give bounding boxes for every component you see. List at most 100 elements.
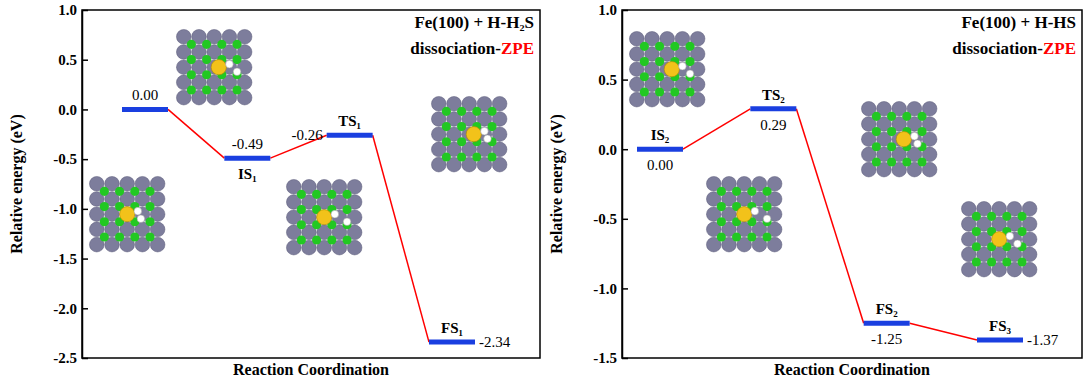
interstitial-atom bbox=[297, 235, 306, 244]
interstitial-atom bbox=[685, 42, 694, 51]
insets bbox=[629, 31, 1036, 276]
data-label: -0.26 bbox=[291, 127, 323, 143]
sulfur-atom bbox=[466, 127, 481, 142]
interstitial-atom bbox=[655, 57, 664, 66]
subtitle-part: dissociation- bbox=[952, 39, 1043, 58]
interstitial-atom bbox=[655, 42, 664, 51]
interstitial-atom bbox=[872, 112, 881, 121]
y-tick-label: -1.5 bbox=[53, 251, 77, 267]
hydrogen-atom bbox=[911, 132, 919, 140]
interstitial-atom bbox=[115, 187, 124, 196]
interstitial-atom bbox=[457, 122, 466, 131]
interstitial-atom bbox=[442, 107, 451, 116]
y-tick-mark bbox=[622, 79, 628, 81]
interstitial-atom bbox=[987, 257, 996, 266]
fe-atom bbox=[992, 232, 1007, 247]
y-tick-label: -2.5 bbox=[53, 350, 77, 366]
hydrogen-atom bbox=[686, 70, 694, 78]
hydrogen-atom bbox=[914, 140, 922, 148]
fe-atom bbox=[737, 207, 752, 222]
interstitial-atom bbox=[972, 257, 981, 266]
interstitial-atom bbox=[442, 122, 451, 131]
interstitial-atom bbox=[297, 220, 306, 229]
structure-inset bbox=[961, 201, 1036, 276]
interstitial-atom bbox=[342, 235, 351, 244]
sulfur-atom bbox=[737, 207, 752, 222]
marks bbox=[122, 109, 475, 342]
y-tick-mark bbox=[82, 209, 88, 211]
interstitial-atom bbox=[917, 127, 926, 136]
interstitial-atom bbox=[670, 87, 679, 96]
data-label: -1.25 bbox=[871, 331, 902, 347]
interstitial-atom bbox=[342, 190, 351, 199]
hydrogen-atom bbox=[751, 207, 759, 215]
interstitial-atom bbox=[487, 122, 496, 131]
state-label: TS₂ bbox=[762, 87, 785, 103]
y-tick-mark bbox=[82, 10, 88, 12]
interstitial-atom bbox=[145, 187, 154, 196]
interstitial-atom bbox=[217, 85, 226, 94]
y-tick-mark bbox=[82, 358, 88, 360]
interstitial-atom bbox=[887, 142, 896, 151]
interstitial-atom bbox=[717, 187, 726, 196]
hydrogen-atom bbox=[481, 127, 489, 135]
interstitial-atom bbox=[100, 202, 109, 211]
hydrogen-atom bbox=[134, 207, 142, 215]
y-tick-label: 0.0 bbox=[598, 142, 617, 158]
interstitial-atom bbox=[327, 190, 336, 199]
interstitial-atom bbox=[115, 232, 124, 241]
interstitial-atom bbox=[762, 187, 771, 196]
chart-subtitle: dissociation-ZPE bbox=[410, 39, 534, 58]
y-tick: 0.5 bbox=[58, 52, 88, 68]
interstitial-atom bbox=[887, 157, 896, 166]
energy-level bbox=[224, 156, 270, 161]
interstitial-atom bbox=[902, 112, 911, 121]
interstitial-atom bbox=[327, 235, 336, 244]
interstitial-atom bbox=[202, 55, 211, 64]
interstitial-atom bbox=[145, 217, 154, 226]
state-label: FS₁ bbox=[441, 320, 463, 336]
x-axis-title: Reaction Coordination bbox=[774, 361, 930, 378]
interstitial-atom bbox=[187, 85, 196, 94]
fe-atom bbox=[317, 210, 332, 225]
interstitial-atom bbox=[342, 205, 351, 214]
y-axis-line bbox=[82, 11, 84, 359]
interstitial-atom bbox=[747, 232, 756, 241]
interstitial-atom bbox=[187, 40, 196, 49]
interstitial-atom bbox=[457, 107, 466, 116]
interstitial-atom bbox=[312, 235, 321, 244]
state-label: FS₂ bbox=[876, 301, 899, 317]
subtitle-part: ZPE bbox=[501, 39, 534, 58]
interstitial-atom bbox=[457, 152, 466, 161]
labels: 0.00IS₁-0.49TS₁-0.26FS₁-2.34 bbox=[132, 87, 511, 350]
interstitial-atom bbox=[472, 152, 481, 161]
interstitial-atom bbox=[130, 232, 139, 241]
connector bbox=[910, 323, 977, 340]
data-label: 0.29 bbox=[760, 117, 786, 133]
interstitial-atom bbox=[187, 55, 196, 64]
y-axis: -1.5-1.0-0.50.00.51.0 bbox=[593, 2, 628, 366]
interstitial-atom bbox=[732, 232, 741, 241]
y-tick-mark bbox=[82, 258, 88, 260]
y-tick-label: -1.0 bbox=[53, 201, 77, 217]
interstitial-atom bbox=[972, 242, 981, 251]
energy-level bbox=[429, 340, 475, 345]
y-tick: -0.5 bbox=[53, 151, 88, 167]
y-tick: 1.0 bbox=[58, 2, 88, 18]
interstitial-atom bbox=[655, 72, 664, 81]
labels: IS₂0.00TS₂0.29FS₂-1.25FS₃-1.37 bbox=[647, 87, 1059, 348]
y-tick: -1.0 bbox=[593, 281, 628, 297]
hydrogen-atom bbox=[484, 135, 492, 143]
structure-inset bbox=[629, 31, 704, 106]
state-label: IS₂ bbox=[651, 127, 670, 143]
y-tick-label: 0.5 bbox=[58, 52, 77, 68]
interstitial-atom bbox=[655, 87, 664, 96]
interstitial-atom bbox=[762, 202, 771, 211]
plot-frame bbox=[622, 10, 1082, 358]
interstitial-atom bbox=[762, 232, 771, 241]
y-tick-mark bbox=[82, 59, 88, 61]
sulfur-atom bbox=[120, 207, 135, 222]
insets bbox=[89, 29, 506, 254]
fe-atom bbox=[120, 207, 135, 222]
interstitial-atom bbox=[312, 190, 321, 199]
